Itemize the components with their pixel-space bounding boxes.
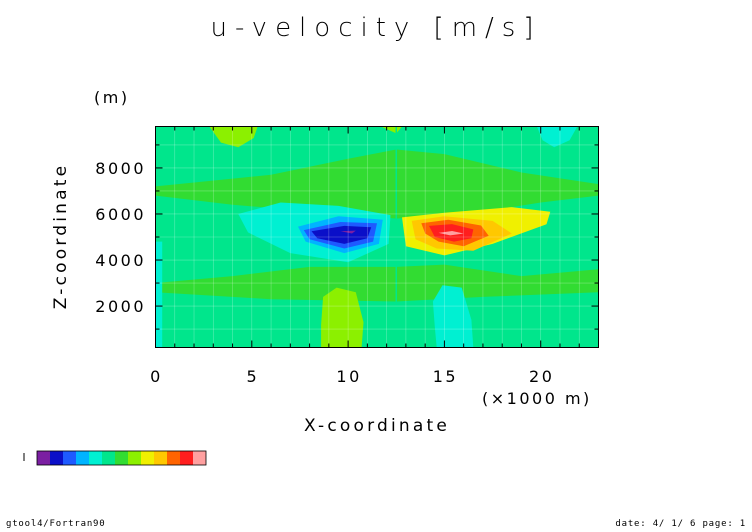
colorbar-swatch xyxy=(102,451,115,465)
colorbar-swatch xyxy=(193,451,206,465)
y-unit-label: (m) xyxy=(94,88,130,107)
colorbar-swatch xyxy=(180,451,193,465)
lower-left-lobe xyxy=(321,287,364,348)
y-axis-label: Z-coordinate xyxy=(51,163,71,310)
top-left-lobe xyxy=(209,126,258,148)
colorbar-swatch xyxy=(37,451,50,465)
grid xyxy=(155,126,599,348)
footer-right: date: 4/ 1/ 6 page: 1 xyxy=(615,519,746,529)
colorbar-swatch xyxy=(167,451,180,465)
axis-ticks: 0 5 10 15 20 2000 4000 6000 8000 xyxy=(95,126,599,386)
colorbar-swatch xyxy=(63,451,76,465)
x-tick-label: 15 xyxy=(433,367,458,386)
colorbar-swatch xyxy=(76,451,89,465)
x-tick-label: 20 xyxy=(529,367,554,386)
colorbar-swatch xyxy=(115,451,128,465)
x-tick-label: 10 xyxy=(336,367,361,386)
y-tick-label: 4000 xyxy=(95,251,146,270)
colorbar-swatch xyxy=(141,451,154,465)
colorbar-swatch xyxy=(50,451,63,465)
contour-lower-band xyxy=(155,292,599,348)
y-tick-label: 2000 xyxy=(95,297,146,316)
colorbar xyxy=(36,450,207,466)
negative-contour-3 xyxy=(311,225,372,244)
left-edge-strip xyxy=(155,241,163,348)
negative-contour-4 xyxy=(340,230,356,234)
contour-fills xyxy=(155,126,599,348)
plot-area xyxy=(155,126,599,348)
x-unit-label: (×1000 m) xyxy=(482,389,592,408)
colorbar-swatch xyxy=(128,451,141,465)
x-tick-label: 0 xyxy=(150,367,163,386)
colorbar-swatch xyxy=(89,451,102,465)
colorbar-frame xyxy=(36,450,207,466)
x-tick-label: 5 xyxy=(246,367,259,386)
footer-left: gtool4/Fortran90 xyxy=(6,519,106,529)
contour-upper-band xyxy=(155,126,599,187)
lower-right-lobe xyxy=(432,285,474,348)
y-tick-label: 8000 xyxy=(95,159,146,178)
colorbar-swatch xyxy=(154,451,167,465)
positive-contour-4 xyxy=(438,231,464,236)
chart-title: u-velocity [m/s] xyxy=(211,13,542,43)
top-right-lobe xyxy=(536,126,578,148)
x-axis-label: X-coordinate xyxy=(304,416,450,436)
y-tick-label: 6000 xyxy=(95,205,146,224)
